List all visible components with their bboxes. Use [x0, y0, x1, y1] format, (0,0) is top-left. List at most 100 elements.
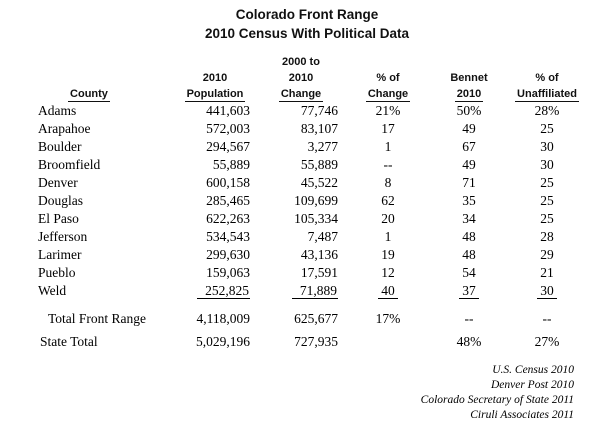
bennet-cell: 54: [462, 265, 476, 280]
unaffiliated-cell: 25: [540, 193, 554, 208]
source-citations: U.S. Census 2010 Denver Post 2010 Colora…: [0, 363, 614, 423]
unaffiliated-cell: 30: [540, 157, 554, 172]
summed-value: 252,825: [197, 283, 250, 299]
col-header-bennet: Bennet 2010: [450, 72, 488, 102]
change-cell: 17,591: [300, 265, 338, 280]
population-cell: 534,543: [206, 229, 250, 244]
state-total-row: State Total 5,029,196 727,935 48% 27%: [30, 330, 590, 353]
unaffiliated-cell: 25: [540, 121, 554, 136]
change-cell: 105,334: [294, 211, 338, 226]
pct-change-cell: 20: [381, 211, 395, 226]
bennet-cell: 35: [462, 193, 476, 208]
table-row-el-paso: El Paso 622,263 105,334 20 34 25: [30, 210, 590, 228]
bennet-cell: 48%: [456, 334, 482, 349]
county-cell: Adams: [38, 103, 77, 118]
source-line: Colorado Secretary of State 2011: [420, 394, 574, 406]
col-header-county: County: [30, 54, 170, 102]
change-cell: 77,746: [300, 103, 338, 118]
bennet-cell: 48: [462, 247, 476, 262]
bennet-cell: 48: [462, 229, 476, 244]
bennet-cell: 50%: [456, 103, 482, 118]
change-cell: 43,136: [300, 247, 338, 262]
pct-change-cell: 1: [384, 139, 392, 154]
population-cell: 285,465: [206, 193, 250, 208]
pct-change-cell: [342, 330, 434, 353]
census-table: County 2010 Population 2000 to 2010 Chan…: [30, 54, 590, 353]
bennet-cell: 49: [462, 157, 476, 172]
bennet-cell: 67: [462, 139, 476, 154]
table-row-larimer: Larimer 299,630 43,136 19 48 29: [30, 246, 590, 264]
county-cell: El Paso: [38, 211, 79, 226]
change-cell: 45,522: [300, 175, 338, 190]
population-cell: 572,003: [206, 121, 250, 136]
col-header-unaffiliated: % of Unaffiliated: [515, 72, 579, 102]
change-cell: 625,677: [294, 311, 338, 326]
unaffiliated-cell: 25: [540, 175, 554, 190]
summed-value: 40: [378, 283, 398, 299]
change-cell: 109,699: [294, 193, 338, 208]
county-header-label: County: [68, 88, 110, 102]
change-cell: 71,889: [260, 282, 342, 300]
county-cell: Boulder: [38, 139, 82, 154]
change-cell: 727,935: [294, 334, 338, 349]
unaffiliated-cell: --: [542, 311, 552, 326]
population-cell: 5,029,196: [196, 334, 250, 349]
pct-change-cell: 19: [381, 247, 395, 262]
unaffiliated-cell: 30: [540, 139, 554, 154]
county-cell: Larimer: [38, 247, 82, 262]
unaffiliated-header-label: Unaffiliated: [515, 88, 579, 102]
population-cell: 622,263: [206, 211, 250, 226]
table-row-arapahoe: Arapahoe 572,003 83,107 17 49 25: [30, 120, 590, 138]
table-row-jefferson: Jefferson 534,543 7,487 1 48 28: [30, 228, 590, 246]
table-row-broomfield: Broomfield 55,889 55,889 -- 49 30: [30, 156, 590, 174]
summed-value: 71,889: [291, 283, 338, 299]
population-cell: 252,825: [170, 282, 260, 300]
county-cell: Weld: [38, 283, 67, 298]
table-row-pueblo: Pueblo 159,063 17,591 12 54 21: [30, 264, 590, 282]
pct-change-cell: 8: [384, 175, 392, 190]
source-line: Ciruli Associates 2011: [470, 409, 574, 421]
title-line2: 2010 Census With Political Data: [205, 26, 409, 41]
unaffiliated-cell: 28%: [534, 103, 560, 118]
change-header-label: Change: [278, 88, 324, 102]
totals-section: Total Front Range 4,118,009 625,677 17% …: [30, 307, 590, 353]
col-header-pct-change: % of Change: [365, 72, 411, 102]
pct-change-cell: 12: [381, 265, 395, 280]
pct-change-cell: 62: [381, 193, 395, 208]
pct-change-cell: 1: [384, 229, 392, 244]
table-row-boulder: Boulder 294,567 3,277 1 67 30: [30, 138, 590, 156]
table-row-weld: Weld 252,825 71,889 40 37 30: [30, 282, 590, 300]
bennet-cell: --: [464, 311, 474, 326]
pct-change-header-label: Change: [365, 88, 411, 102]
unaffiliated-cell: 29: [540, 247, 554, 262]
county-cell: Pueblo: [38, 265, 76, 280]
col-header-change: 2000 to 2010 Change: [278, 56, 324, 102]
county-cell: Douglas: [38, 193, 83, 208]
summed-value: 30: [537, 283, 557, 299]
population-header-label: Population: [184, 88, 246, 102]
unaffiliated-cell: 27%: [534, 334, 560, 349]
population-cell: 441,603: [206, 103, 250, 118]
col-header-population: 2010 Population: [184, 72, 246, 102]
county-cell: Arapahoe: [38, 121, 91, 136]
population-cell: 299,630: [206, 247, 250, 262]
unaffiliated-cell: 30: [504, 282, 590, 300]
population-cell: 600,158: [206, 175, 250, 190]
summed-value: 37: [459, 283, 479, 299]
change-cell: 3,277: [307, 139, 338, 154]
table-row-adams: Adams 441,603 77,746 21% 50% 28%: [30, 102, 590, 120]
table-header-row: County 2010 Population 2000 to 2010 Chan…: [30, 54, 590, 102]
source-line: Denver Post 2010: [490, 379, 574, 391]
title-line1: Colorado Front Range: [235, 7, 379, 22]
pct-change-cell: 17%: [375, 311, 401, 326]
source-line: U.S. Census 2010: [492, 364, 574, 376]
bennet-cell: 49: [462, 121, 476, 136]
bennet-cell: 37: [434, 282, 504, 300]
bennet-cell: 34: [462, 211, 476, 226]
pct-change-cell: 40: [342, 282, 434, 300]
table-row-denver: Denver 600,158 45,522 8 71 25: [30, 174, 590, 192]
unaffiliated-cell: 21: [540, 265, 554, 280]
unaffiliated-cell: 28: [540, 229, 554, 244]
county-cell: Denver: [38, 175, 78, 190]
